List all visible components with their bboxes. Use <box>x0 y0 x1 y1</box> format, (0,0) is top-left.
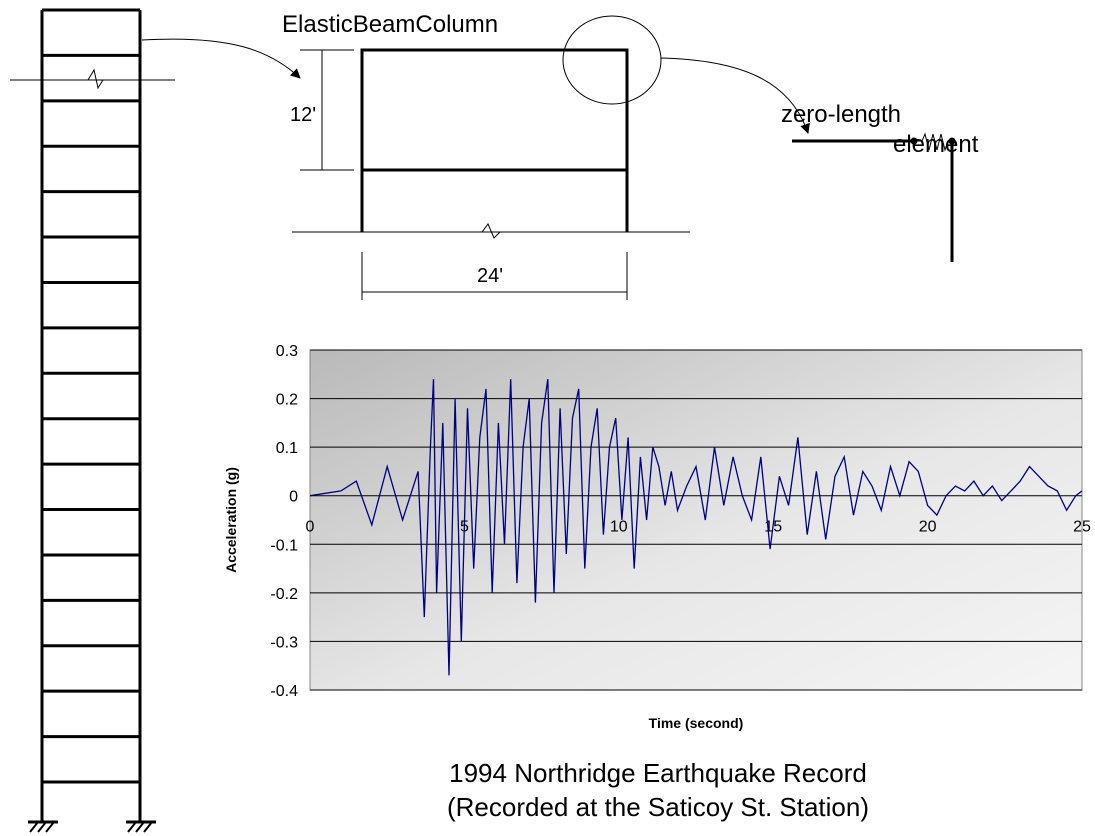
acceleration-chart: 0.30.20.10-0.1-0.2-0.3-0.4 0 5 10 15 20 25 Ac… <box>223 343 1091 731</box>
caption-line2: (Recorded at the Saticoy St. Station) <box>447 792 869 822</box>
x-tick-label: 0 <box>306 519 315 536</box>
x-tick-label: 20 <box>919 519 937 536</box>
element-name-label: ElasticBeamColumn <box>282 11 498 38</box>
detail-arrow <box>141 38 301 79</box>
upper-story-frame <box>360 48 629 172</box>
caption-line1: 1994 Northridge Earthquake Record <box>449 758 867 788</box>
y-tick-label: -0.2 <box>270 586 298 603</box>
connection-highlight-circle <box>562 15 662 105</box>
section-break-icon <box>75 68 120 90</box>
building-floors <box>42 8 140 784</box>
rotational-spring-icon <box>914 132 952 152</box>
multistory-building-frame <box>10 8 175 833</box>
y-tick-label: 0.1 <box>276 440 298 457</box>
y-tick-label: -0.3 <box>270 634 298 651</box>
frame-detail: ElasticBeamColumn 12' 24' <box>282 11 810 300</box>
connection-arrow <box>660 57 810 134</box>
y-tick-labels: 0.3 0.2 0.1 0 -0.1 -0.2 -0.3 -0.4 <box>270 343 298 700</box>
plot-area <box>309 349 1083 691</box>
y-tick-label: -0.1 <box>270 537 298 554</box>
story-height-label: 12' <box>290 104 316 126</box>
y-axis-title: Acceleration (g) <box>223 467 239 573</box>
right-base-fixity-icon <box>126 820 156 833</box>
y-tick-label: 0.3 <box>276 343 298 360</box>
y-tick-label: 0 <box>289 489 298 506</box>
zero-length-element-detail: zero-length element <box>781 101 979 262</box>
x-tick-label: 10 <box>610 519 628 536</box>
bay-width-label: 24' <box>477 265 503 287</box>
acceleration-series-line <box>309 379 1083 676</box>
left-base-fixity-icon <box>28 820 58 833</box>
gridlines <box>310 349 1082 691</box>
connection-label-line1: zero-length <box>781 101 901 128</box>
y-tick-label: 0.2 <box>276 392 298 409</box>
x-axis-title: Time (second) <box>649 715 744 731</box>
x-tick-label: 25 <box>1073 519 1091 536</box>
ground-break-icon <box>470 223 512 239</box>
y-tick-label: -0.4 <box>270 683 298 700</box>
